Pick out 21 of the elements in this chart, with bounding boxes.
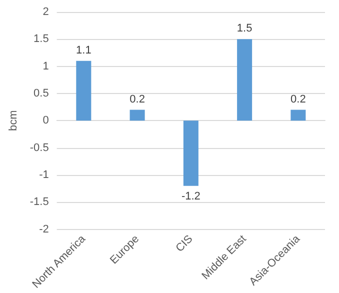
x-tick-label: CIS bbox=[174, 233, 196, 254]
y-tick-label: 1 bbox=[42, 60, 49, 72]
bar bbox=[130, 110, 145, 121]
data-label: 1.1 bbox=[76, 44, 92, 56]
y-tick-label: -2 bbox=[39, 223, 49, 236]
y-tick-label: -1 bbox=[39, 168, 49, 181]
y-tick-label: 0.5 bbox=[34, 87, 49, 100]
y-tick-label: -1.5 bbox=[30, 196, 49, 208]
y-tick-label: 2 bbox=[42, 6, 49, 18]
y-axis-title: bcm bbox=[8, 110, 20, 132]
data-label: 0.2 bbox=[130, 93, 145, 106]
data-label: 0.2 bbox=[290, 93, 306, 106]
y-tick-label: 1.5 bbox=[34, 33, 49, 46]
data-label: 1.5 bbox=[236, 22, 252, 35]
y-tick-label: -0.5 bbox=[30, 142, 49, 154]
bar bbox=[237, 39, 252, 121]
data-label: -1.2 bbox=[181, 190, 200, 202]
bar bbox=[76, 60, 92, 121]
bar bbox=[290, 110, 306, 121]
bar bbox=[183, 120, 198, 186]
y-tick-label: 0 bbox=[42, 114, 49, 127]
